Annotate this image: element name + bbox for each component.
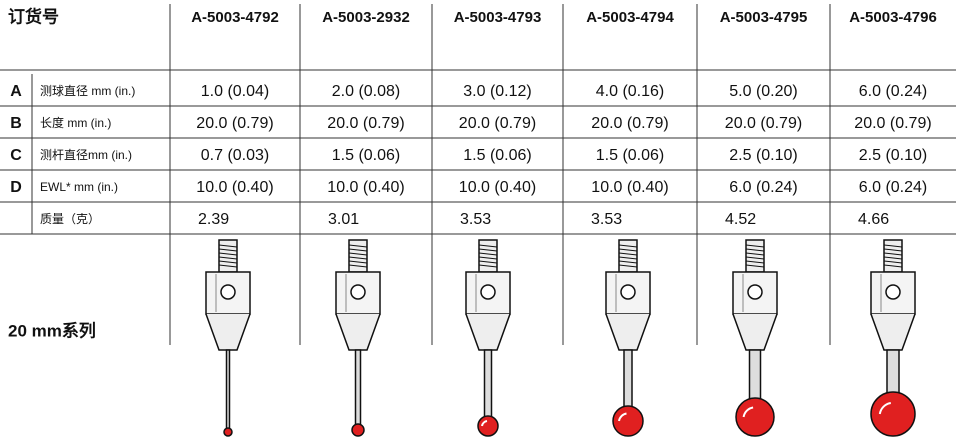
cell-value: 10.0 (0.40)	[591, 179, 668, 196]
cell-value: 5.0 (0.20)	[729, 83, 797, 100]
cell-value: 2.0 (0.08)	[332, 83, 400, 100]
cell-value: 2.5 (0.10)	[729, 147, 797, 164]
cell-value: 20.0 (0.79)	[459, 115, 536, 132]
cell-value: 3.53	[460, 211, 491, 228]
cell-value: 1.5 (0.06)	[463, 147, 531, 164]
row-letter: D	[10, 179, 22, 196]
cell-value: 2.5 (0.10)	[859, 147, 927, 164]
stylus-illustration	[732, 239, 778, 437]
cell-value: 3.01	[328, 211, 359, 228]
stylus-illustration	[335, 239, 381, 437]
row-label: 测球直径 mm (in.)	[40, 84, 135, 98]
stylus-illustration	[465, 239, 511, 437]
stylus-illustration	[205, 239, 251, 437]
row-letter: B	[10, 115, 22, 132]
row-label: 测杆直径mm (in.)	[40, 148, 132, 162]
cell-value: 3.53	[591, 211, 622, 228]
cell-value: 20.0 (0.79)	[725, 115, 802, 132]
cell-value: 2.39	[198, 211, 229, 228]
row-label: EWL* mm (in.)	[40, 180, 118, 194]
cell-value: 20.0 (0.79)	[327, 115, 404, 132]
column-header: A-5003-4792	[191, 9, 279, 26]
column-header: A-5003-2932	[322, 9, 410, 26]
stylus-illustration	[605, 239, 651, 437]
cell-value: 3.0 (0.12)	[463, 83, 531, 100]
row-label: 质量（克）	[40, 212, 100, 226]
cell-value: 10.0 (0.40)	[196, 179, 273, 196]
column-header: A-5003-4793	[454, 9, 542, 26]
row-letter: A	[10, 83, 22, 100]
row-label: 长度 mm (in.)	[40, 115, 111, 130]
cell-value: 20.0 (0.79)	[591, 115, 668, 132]
cell-value: 4.66	[858, 211, 889, 228]
cell-value: 10.0 (0.40)	[459, 179, 536, 196]
stylus-illustration	[870, 239, 916, 437]
column-header: A-5003-4796	[849, 9, 937, 26]
column-header: A-5003-4795	[720, 9, 808, 26]
cell-value: 20.0 (0.79)	[854, 115, 931, 132]
cell-value: 1.5 (0.06)	[596, 147, 664, 164]
series-label: 20 mm系列	[8, 320, 96, 340]
cell-value: 10.0 (0.40)	[327, 179, 404, 196]
cell-value: 6.0 (0.24)	[859, 83, 927, 100]
cell-value: 20.0 (0.79)	[196, 115, 273, 132]
column-header: A-5003-4794	[586, 9, 674, 26]
cell-value: 1.5 (0.06)	[332, 147, 400, 164]
cell-value: 6.0 (0.24)	[859, 179, 927, 196]
cell-value: 0.7 (0.03)	[201, 147, 269, 164]
cell-value: 6.0 (0.24)	[729, 179, 797, 196]
cell-value: 4.0 (0.16)	[596, 83, 664, 100]
row-letter: C	[10, 147, 22, 164]
table-title: 订货号	[8, 6, 59, 26]
cell-value: 4.52	[725, 211, 756, 228]
cell-value: 1.0 (0.04)	[201, 83, 269, 100]
